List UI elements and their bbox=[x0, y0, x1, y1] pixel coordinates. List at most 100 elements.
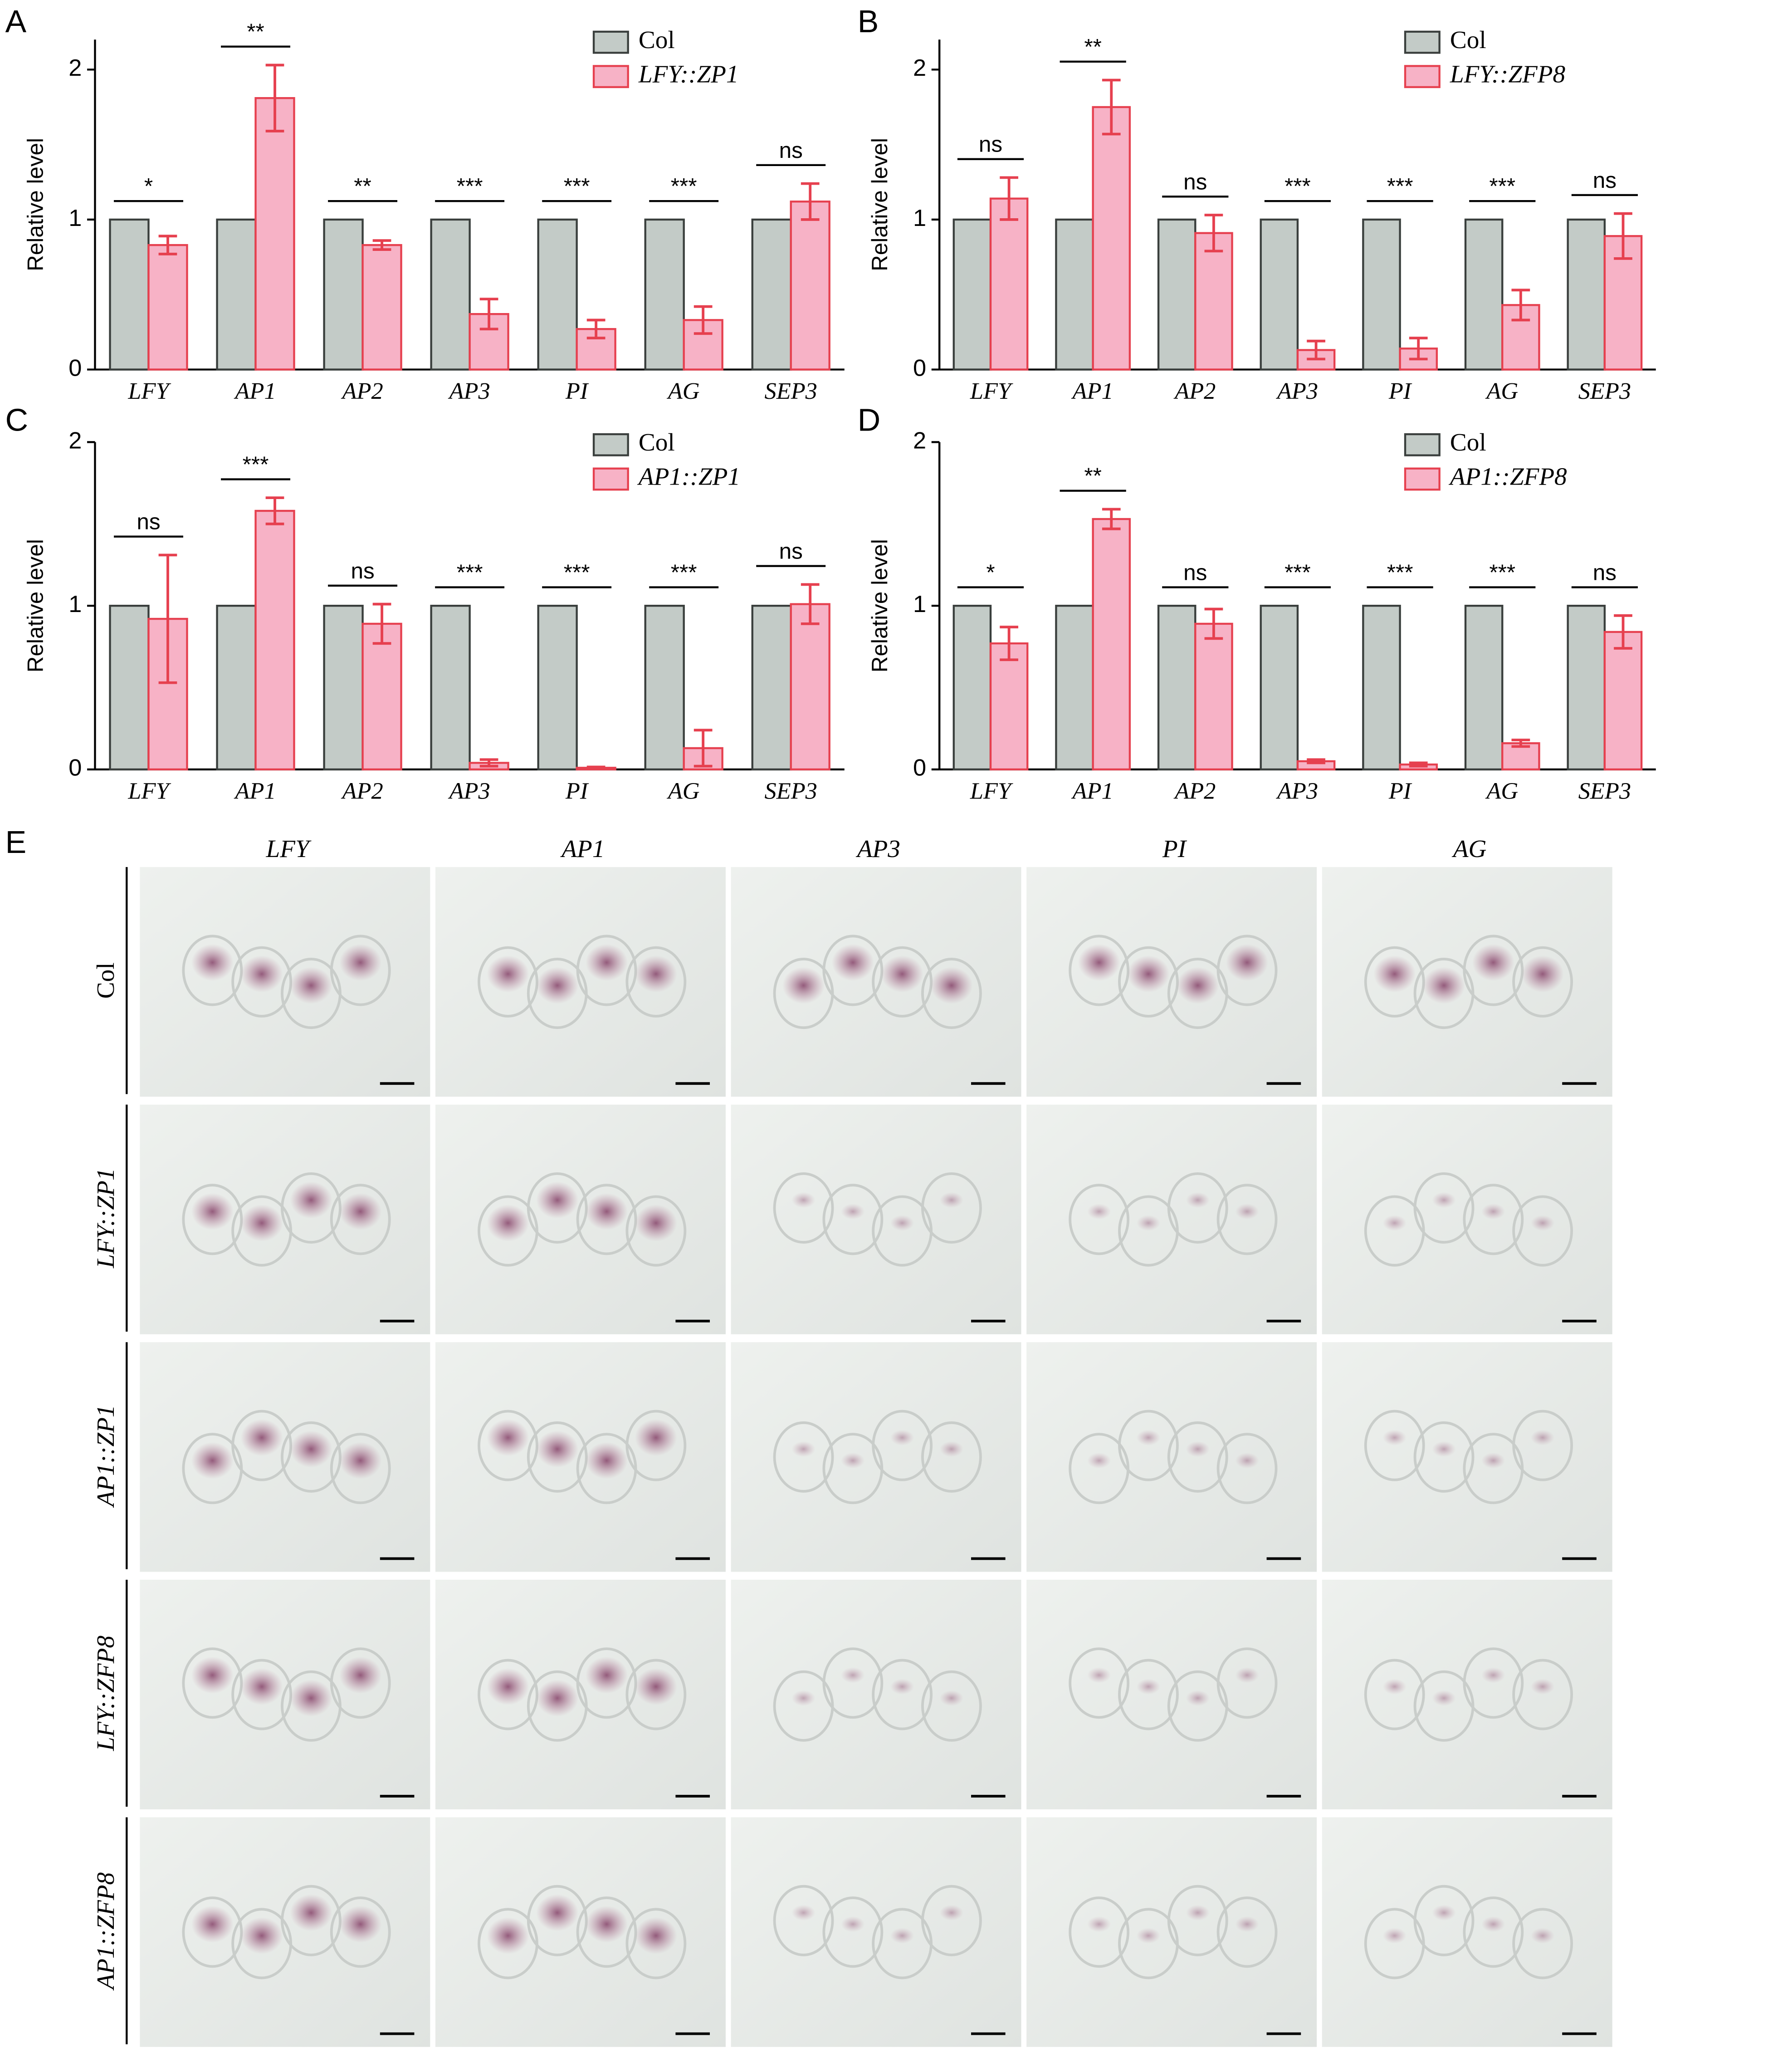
stain bbox=[1186, 1441, 1210, 1457]
stain bbox=[1235, 1203, 1259, 1220]
tissue-outline bbox=[625, 1195, 687, 1267]
panel-label: B bbox=[858, 4, 879, 39]
tissue-outline bbox=[1167, 1885, 1228, 1956]
stain bbox=[1136, 1679, 1161, 1695]
stain bbox=[487, 1204, 529, 1242]
tissue-outline bbox=[1512, 946, 1573, 1018]
stain bbox=[1186, 1905, 1210, 1921]
stain bbox=[791, 1441, 816, 1457]
stain bbox=[841, 1452, 865, 1469]
stain bbox=[1521, 955, 1564, 993]
stain bbox=[339, 1905, 382, 1943]
stain bbox=[1177, 967, 1219, 1004]
significance-label: *** bbox=[671, 174, 697, 199]
row-label: LFY::ZFP8 bbox=[92, 1636, 119, 1751]
bar bbox=[1157, 218, 1197, 371]
column-label: PI bbox=[1162, 835, 1187, 862]
stain bbox=[1382, 1928, 1407, 1944]
error-bar bbox=[372, 602, 391, 645]
significance-label: *** bbox=[1489, 174, 1515, 199]
significance-label: ns bbox=[779, 539, 803, 564]
stain bbox=[586, 1905, 628, 1943]
stain bbox=[487, 955, 529, 993]
panel-label: E bbox=[5, 824, 27, 860]
row-label: AP1::ZP1 bbox=[92, 1405, 119, 1509]
error-bar bbox=[1511, 289, 1530, 322]
y-tick-label: 1 bbox=[913, 591, 926, 617]
stain bbox=[1235, 1916, 1259, 1932]
stain bbox=[1078, 944, 1120, 981]
stain bbox=[1382, 1430, 1407, 1446]
x-tick-label: AP1 bbox=[1071, 378, 1114, 404]
x-tick-label: SEP3 bbox=[1578, 778, 1631, 804]
column-label: AP1 bbox=[560, 835, 605, 862]
tissue-outline bbox=[773, 1172, 834, 1244]
error-bar bbox=[1614, 614, 1632, 650]
stain bbox=[536, 967, 579, 1004]
x-tick-label: AP1 bbox=[1071, 778, 1114, 804]
stain bbox=[831, 944, 874, 981]
stain bbox=[1226, 944, 1269, 981]
tissue-outline bbox=[330, 935, 391, 1006]
stain bbox=[939, 1690, 964, 1706]
y-tick-label: 0 bbox=[68, 755, 82, 781]
significance-label: *** bbox=[457, 174, 483, 199]
x-tick-label: AP3 bbox=[1276, 778, 1318, 804]
panel-label: D bbox=[858, 402, 880, 437]
error-bar bbox=[372, 239, 391, 251]
tissue-outline bbox=[1364, 1659, 1425, 1730]
bar bbox=[537, 605, 578, 771]
bar bbox=[1055, 605, 1094, 771]
stain bbox=[339, 1656, 382, 1694]
bar bbox=[1260, 605, 1299, 771]
x-tick-label: LFY bbox=[970, 778, 1013, 804]
tissue-outline bbox=[1512, 1659, 1573, 1730]
error-bar bbox=[265, 496, 284, 525]
legend-swatch bbox=[592, 30, 629, 54]
bar bbox=[644, 218, 685, 371]
stain bbox=[240, 1668, 283, 1705]
tissue-outline bbox=[1463, 1647, 1524, 1719]
tissue-outline bbox=[822, 1184, 884, 1255]
stain bbox=[1235, 1452, 1259, 1469]
significance-label: *** bbox=[564, 174, 590, 199]
stain bbox=[635, 955, 677, 993]
error-bar bbox=[1307, 339, 1325, 361]
stain bbox=[240, 955, 283, 993]
y-axis-label: Relative level bbox=[867, 138, 892, 271]
stain bbox=[841, 1667, 865, 1683]
stain bbox=[1136, 1928, 1161, 1944]
bar bbox=[109, 218, 150, 371]
significance-label: *** bbox=[671, 560, 697, 585]
bar bbox=[361, 622, 402, 771]
legend-label: Col bbox=[639, 428, 675, 456]
stain bbox=[1087, 1452, 1111, 1469]
stain bbox=[191, 1193, 234, 1230]
stain bbox=[1481, 1916, 1505, 1932]
tissue-outline bbox=[1512, 1410, 1573, 1481]
error-bar bbox=[586, 318, 606, 339]
y-axis-label: Relative level bbox=[23, 138, 48, 271]
y-axis-label: Relative level bbox=[23, 539, 48, 672]
tissue-outline bbox=[921, 1670, 982, 1742]
legend-swatch bbox=[1404, 433, 1441, 456]
significance-label: ns bbox=[1183, 560, 1207, 585]
x-tick-label: LFY bbox=[970, 378, 1013, 404]
tissue-outline bbox=[1118, 1410, 1179, 1481]
legend-label: AP1::ZFP8 bbox=[1448, 463, 1567, 490]
stain bbox=[791, 1192, 816, 1208]
micrograph bbox=[1322, 1104, 1612, 1334]
error-bar bbox=[1204, 607, 1223, 640]
significance-label: ** bbox=[354, 174, 371, 199]
row-label: LFY::ZP1 bbox=[92, 1168, 119, 1269]
significance-label: ns bbox=[1593, 168, 1617, 193]
tissue-outline bbox=[822, 1647, 884, 1719]
bar bbox=[1194, 622, 1233, 771]
stain bbox=[240, 1419, 283, 1456]
stain bbox=[290, 1181, 332, 1219]
stain bbox=[1432, 1441, 1456, 1457]
significance-label: * bbox=[144, 174, 153, 199]
legend-swatch bbox=[1404, 65, 1441, 88]
error-bar bbox=[1102, 508, 1121, 530]
legend-label: Col bbox=[639, 26, 675, 54]
